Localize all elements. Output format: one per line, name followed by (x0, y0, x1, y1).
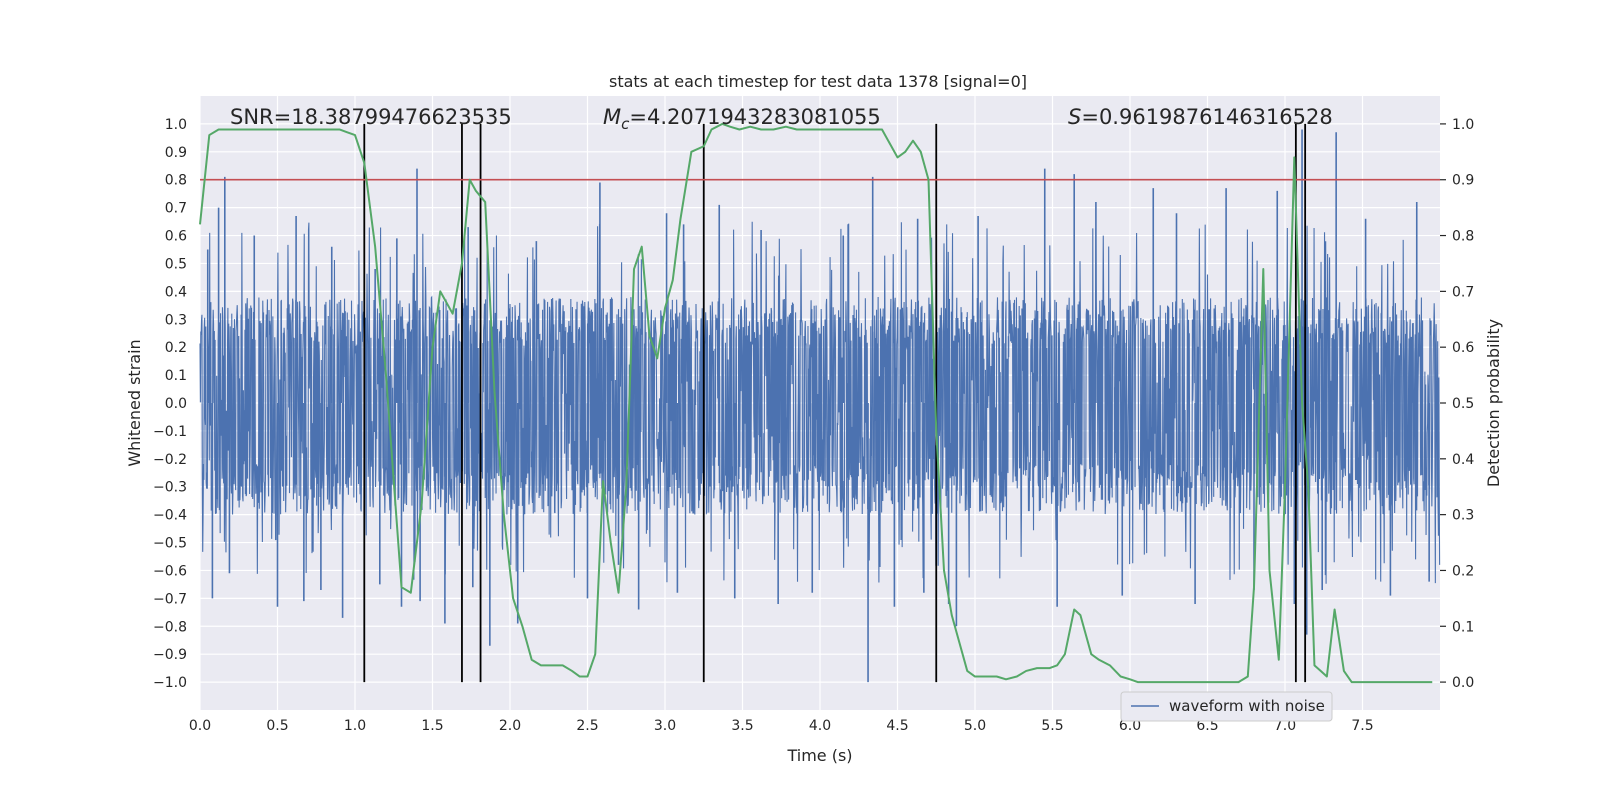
x-tick-label: 2.5 (576, 718, 598, 734)
left-y-tick-label: 0.4 (165, 284, 187, 300)
right-y-axis-label: Detection probability (1484, 319, 1503, 487)
right-y-tick-label: 0.2 (1452, 563, 1474, 579)
legend: waveform with noise (1120, 691, 1333, 722)
right-y-tick-label: 0.9 (1452, 173, 1474, 189)
left-y-tick-label: 0.2 (165, 340, 187, 356)
probability-series (199, 122, 1433, 684)
waveform-line (199, 221, 1441, 584)
s-annotation: S=0.9619876146316528 (1068, 105, 1333, 129)
right-y-tick-label: 0.0 (1452, 675, 1474, 691)
legend-box (1120, 691, 1333, 722)
snr-annotation: SNR=18.38799476623535 (230, 105, 512, 129)
left-y-tick-label: 0.7 (165, 201, 187, 217)
right-y-tick-label: 0.6 (1452, 340, 1474, 356)
right-y-tick-label: 0.4 (1452, 452, 1474, 468)
x-tick-label: 6.5 (1196, 718, 1218, 734)
left-y-tick-label: −0.1 (153, 424, 187, 440)
s-symbol: S (1068, 105, 1081, 129)
right-y-tick-label: 0.8 (1452, 229, 1474, 245)
left-y-tick-label: −0.5 (153, 536, 187, 552)
left-y-tick-label: 0.6 (165, 229, 187, 245)
x-tick-label: 4.0 (809, 718, 831, 734)
left-y-tick-label: −0.8 (153, 619, 187, 635)
x-tick-label: 7.0 (1274, 718, 1296, 734)
x-tick-label: 3.5 (731, 718, 753, 734)
x-tick-label: 5.0 (964, 718, 986, 734)
left-y-tick-label: −0.6 (153, 563, 187, 579)
chart-title: stats at each timestep for test data 137… (609, 72, 1027, 91)
left-y-tick-label: −0.9 (153, 647, 187, 663)
waveform-series (199, 129, 1441, 683)
probability-line (199, 122, 1433, 684)
x-tick-label: 6.0 (1119, 718, 1141, 734)
s-value: =0.9619876146316528 (1081, 105, 1332, 129)
left-y-axis-ticks: 1.0 0.9 0.8 0.7 0.6 0.5 0.4 0.3 0.2 0.1 0.0 −0.1 −0.… (153, 117, 187, 691)
x-tick-label: 1.5 (421, 718, 443, 734)
left-y-tick-label: −0.7 (153, 591, 187, 607)
x-axis-label: Time (s) (786, 746, 852, 765)
right-y-axis-ticks: 1.0 0.9 0.8 0.7 0.6 0.5 0.4 0.3 0.2 0.1 0.0 (1440, 117, 1474, 691)
left-y-tick-label: 0.1 (165, 368, 187, 384)
x-tick-label: 4.5 (886, 718, 908, 734)
left-y-tick-label: −0.3 (153, 480, 187, 496)
left-y-tick-label: 0.3 (165, 312, 187, 328)
x-tick-label: 3.0 (654, 718, 676, 734)
mc-symbol: M (603, 105, 621, 129)
left-y-tick-label: 0.9 (165, 145, 187, 161)
left-y-tick-label: 0.8 (165, 173, 187, 189)
left-y-tick-label: 1.0 (165, 117, 187, 133)
x-tick-label: 0.5 (266, 718, 288, 734)
x-tick-label: 7.5 (1351, 718, 1373, 734)
left-y-axis-label: Whitened strain (125, 339, 144, 466)
right-y-tick-label: 0.7 (1452, 284, 1474, 300)
left-y-tick-label: 0.5 (165, 256, 187, 272)
left-y-tick-label: −0.2 (153, 452, 187, 468)
mc-subscript: c (621, 115, 630, 133)
vertical-marker-lines (363, 123, 1307, 683)
left-y-tick-label: −0.4 (153, 508, 187, 524)
x-tick-label: 2.0 (499, 718, 521, 734)
right-y-tick-label: 1.0 (1452, 117, 1474, 133)
legend-label: waveform with noise (1169, 697, 1325, 715)
right-y-tick-label: 0.5 (1452, 396, 1474, 412)
right-y-tick-label: 0.3 (1452, 508, 1474, 524)
chirp-mass-annotation: Mc=4.207194328308105​5 (603, 105, 881, 133)
left-y-tick-label: 0.0 (165, 396, 187, 412)
x-tick-label: 0.0 (189, 718, 211, 734)
x-tick-label: 5.5 (1041, 718, 1063, 734)
x-tick-label: 1.0 (344, 718, 366, 734)
right-y-tick-label: 0.1 (1452, 619, 1474, 635)
mc-value: =4.207194328308105​5 (629, 105, 880, 129)
left-y-tick-label: −1.0 (153, 675, 187, 691)
x-axis-ticks: 0.0 0.5 1.0 1.5 2.0 2.5 3.0 3.5 4.0 4.5 5.0 5.5 6.0 6… (189, 718, 1374, 734)
